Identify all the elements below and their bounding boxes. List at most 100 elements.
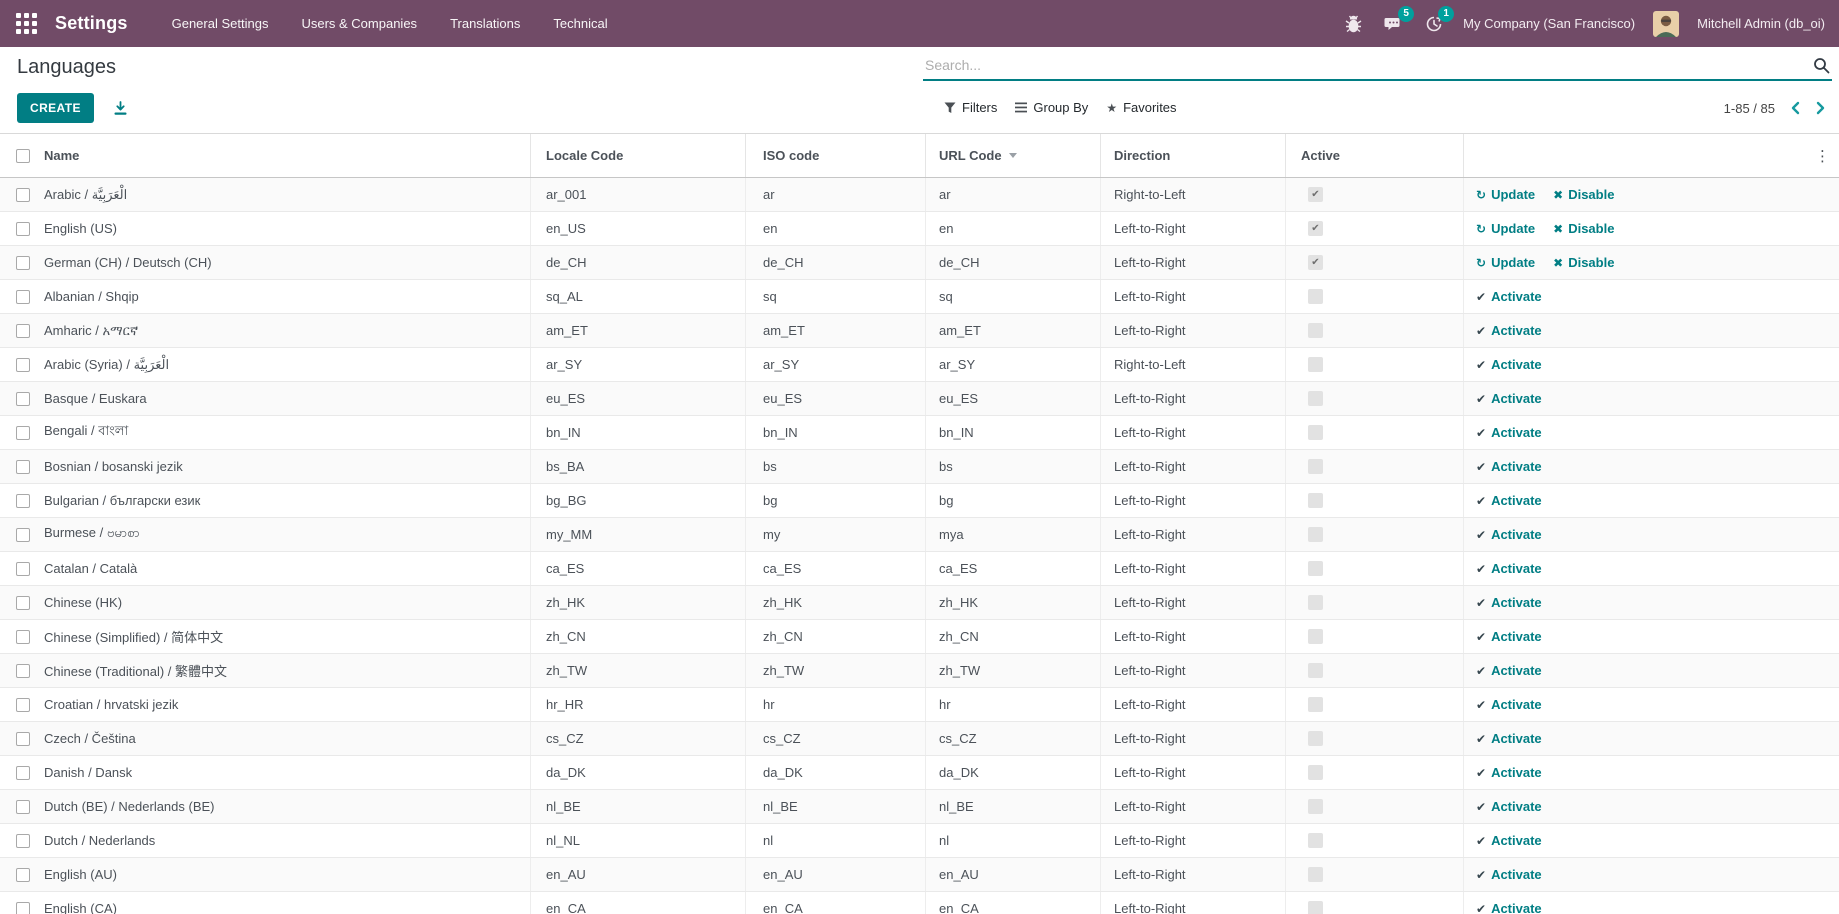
table-row[interactable]: Arabic (Syria) / الْعَرَبِيَّة ar_SY ar_SY…: [0, 348, 1839, 382]
activate-button[interactable]: ✔ Activate: [1476, 561, 1542, 576]
table-row[interactable]: Basque / Euskara eu_ES eu_ES eu_ES Left-to-R…: [0, 382, 1839, 416]
row-checkbox[interactable]: [16, 629, 30, 644]
menu-item-translations[interactable]: Translations: [450, 16, 521, 31]
table-row[interactable]: Chinese (Simplified) / 简体中文 zh_CN zh_CN zh_…: [0, 620, 1839, 654]
column-header-name[interactable]: Name: [44, 148, 80, 163]
row-checkbox[interactable]: [16, 527, 30, 542]
menu-item-general-settings[interactable]: General Settings: [171, 16, 269, 31]
apps-grid-icon[interactable]: [12, 9, 41, 38]
row-checkbox[interactable]: [16, 595, 30, 610]
activate-button[interactable]: ✔ Activate: [1476, 799, 1542, 814]
search-input[interactable]: [923, 57, 1813, 75]
update-button[interactable]: ↻ Update: [1476, 255, 1536, 270]
table-row[interactable]: Catalan / Català ca_ES ca_ES ca_ES Left-to-R…: [0, 552, 1839, 586]
activate-button[interactable]: ✔ Activate: [1476, 357, 1542, 372]
activities-clock-icon[interactable]: 1: [1423, 5, 1455, 35]
table-row[interactable]: German (CH) / Deutsch (CH) de_CH de_CH de_C…: [0, 246, 1839, 280]
menu-item-users-companies[interactable]: Users & Companies: [301, 16, 418, 31]
row-checkbox[interactable]: [16, 833, 30, 848]
update-button[interactable]: ↻ Update: [1476, 221, 1536, 236]
activate-button[interactable]: ✔ Activate: [1476, 833, 1542, 848]
disable-button[interactable]: ✖ Disable: [1553, 255, 1615, 270]
app-title[interactable]: Settings: [55, 13, 128, 33]
update-button[interactable]: ↻ Update: [1476, 187, 1536, 202]
table-row[interactable]: Danish / Dansk da_DK da_DK da_DK Left-to-Rig…: [0, 756, 1839, 790]
activate-button[interactable]: ✔ Activate: [1476, 901, 1542, 914]
search-icon[interactable]: [1813, 57, 1832, 76]
disable-button[interactable]: ✖ Disable: [1553, 187, 1615, 202]
table-row[interactable]: Chinese (HK) zh_HK zh_HK zh_HK Left-to-Right…: [0, 586, 1839, 620]
row-checkbox[interactable]: [16, 765, 30, 780]
row-checkbox[interactable]: [16, 323, 30, 338]
avatar[interactable]: [1653, 10, 1680, 37]
favorites-menu[interactable]: ★ Favorites: [1106, 100, 1177, 115]
activate-button[interactable]: ✔ Activate: [1476, 697, 1542, 712]
row-checkbox[interactable]: [16, 493, 30, 508]
pager-previous-button[interactable]: [1787, 99, 1804, 117]
row-checkbox[interactable]: [16, 425, 30, 440]
company-switcher[interactable]: My Company (San Francisco): [1463, 16, 1636, 31]
row-checkbox[interactable]: [16, 289, 30, 304]
create-button[interactable]: CREATE: [17, 93, 94, 123]
pager-next-button[interactable]: [1812, 99, 1829, 117]
activate-button[interactable]: ✔ Activate: [1476, 765, 1542, 780]
filters-menu[interactable]: Filters: [944, 100, 997, 115]
table-row[interactable]: Dutch / Nederlands nl_NL nl nl Left-to-Right…: [0, 824, 1839, 858]
bug-icon[interactable]: [1343, 13, 1364, 35]
table-row[interactable]: Czech / Čeština cs_CZ cs_CZ cs_CZ Left-to-Ri…: [0, 722, 1839, 756]
group-by-menu[interactable]: Group By: [1015, 100, 1088, 115]
activate-button[interactable]: ✔ Activate: [1476, 663, 1542, 678]
export-download-icon[interactable]: [111, 99, 130, 118]
row-checkbox[interactable]: [16, 391, 30, 406]
table-row[interactable]: English (CA) en_CA en_CA en_CA Left-to-Right…: [0, 892, 1839, 914]
table-row[interactable]: Bengali / বাংলা bn_IN bn_IN bn_IN Left-to-Ri…: [0, 416, 1839, 450]
menu-item-technical[interactable]: Technical: [553, 16, 608, 31]
activate-button[interactable]: ✔ Activate: [1476, 289, 1542, 304]
activate-button[interactable]: ✔ Activate: [1476, 867, 1542, 882]
table-row[interactable]: Bosnian / bosanski jezik bs_BA bs bs Left-to…: [0, 450, 1839, 484]
row-checkbox[interactable]: [16, 187, 30, 202]
disable-button[interactable]: ✖ Disable: [1553, 221, 1615, 236]
table-row[interactable]: Dutch (BE) / Nederlands (BE) nl_BE nl_BE nl…: [0, 790, 1839, 824]
row-checkbox[interactable]: [16, 799, 30, 814]
row-checkbox[interactable]: [16, 731, 30, 746]
table-row[interactable]: English (US) en_US en en Left-to-Right ✔ ↻ Upda…: [0, 212, 1839, 246]
row-checkbox[interactable]: [16, 561, 30, 576]
activate-button[interactable]: ✔ Activate: [1476, 459, 1542, 474]
activate-button[interactable]: ✔ Activate: [1476, 629, 1542, 644]
table-row[interactable]: English (AU) en_AU en_AU en_AU Left-to-Right…: [0, 858, 1839, 892]
row-checkbox[interactable]: [16, 255, 30, 270]
table-row[interactable]: Chinese (Traditional) / 繁體中文 zh_TW zh_TW zh…: [0, 654, 1839, 688]
table-row[interactable]: Burmese / ဗမာစာ my_MM my mya Left-to-Right ✔ A…: [0, 518, 1839, 552]
activate-button[interactable]: ✔ Activate: [1476, 425, 1542, 440]
row-checkbox[interactable]: [16, 357, 30, 372]
cell-active: [1285, 518, 1463, 551]
column-header-url[interactable]: URL Code: [925, 134, 1100, 177]
row-checkbox[interactable]: [16, 663, 30, 678]
cell-iso: bg: [745, 484, 925, 517]
messages-icon[interactable]: 5: [1382, 5, 1415, 35]
activate-button[interactable]: ✔ Activate: [1476, 595, 1542, 610]
columns-toggle-icon[interactable]: ⋮: [1809, 145, 1836, 167]
row-checkbox[interactable]: [16, 221, 30, 236]
activate-button[interactable]: ✔ Activate: [1476, 493, 1542, 508]
table-row[interactable]: Bulgarian / български език bg_BG bg bg Left-…: [0, 484, 1839, 518]
column-header-active[interactable]: Active: [1285, 134, 1463, 177]
row-checkbox[interactable]: [16, 697, 30, 712]
table-row[interactable]: Albanian / Shqip sq_AL sq sq Left-to-Right ✔ A…: [0, 280, 1839, 314]
row-checkbox[interactable]: [16, 867, 30, 882]
activate-button[interactable]: ✔ Activate: [1476, 731, 1542, 746]
activate-button[interactable]: ✔ Activate: [1476, 527, 1542, 542]
user-menu[interactable]: Mitchell Admin (db_oi): [1697, 16, 1825, 31]
row-checkbox[interactable]: [16, 459, 30, 474]
table-row[interactable]: Arabic / الْعَرَبِيَّة ar_001 ar ar Right-to…: [0, 178, 1839, 212]
column-header-locale[interactable]: Locale Code: [530, 134, 745, 177]
select-all-checkbox[interactable]: [16, 148, 30, 163]
activate-button[interactable]: ✔ Activate: [1476, 391, 1542, 406]
table-row[interactable]: Amharic / አማርኛ am_ET am_ET am_ET Left-to-Rig…: [0, 314, 1839, 348]
activate-button[interactable]: ✔ Activate: [1476, 323, 1542, 338]
column-header-direction[interactable]: Direction: [1100, 134, 1285, 177]
table-row[interactable]: Croatian / hrvatski jezik hr_HR hr hr Left-t…: [0, 688, 1839, 722]
row-checkbox[interactable]: [16, 901, 30, 914]
column-header-iso[interactable]: ISO code: [745, 134, 925, 177]
